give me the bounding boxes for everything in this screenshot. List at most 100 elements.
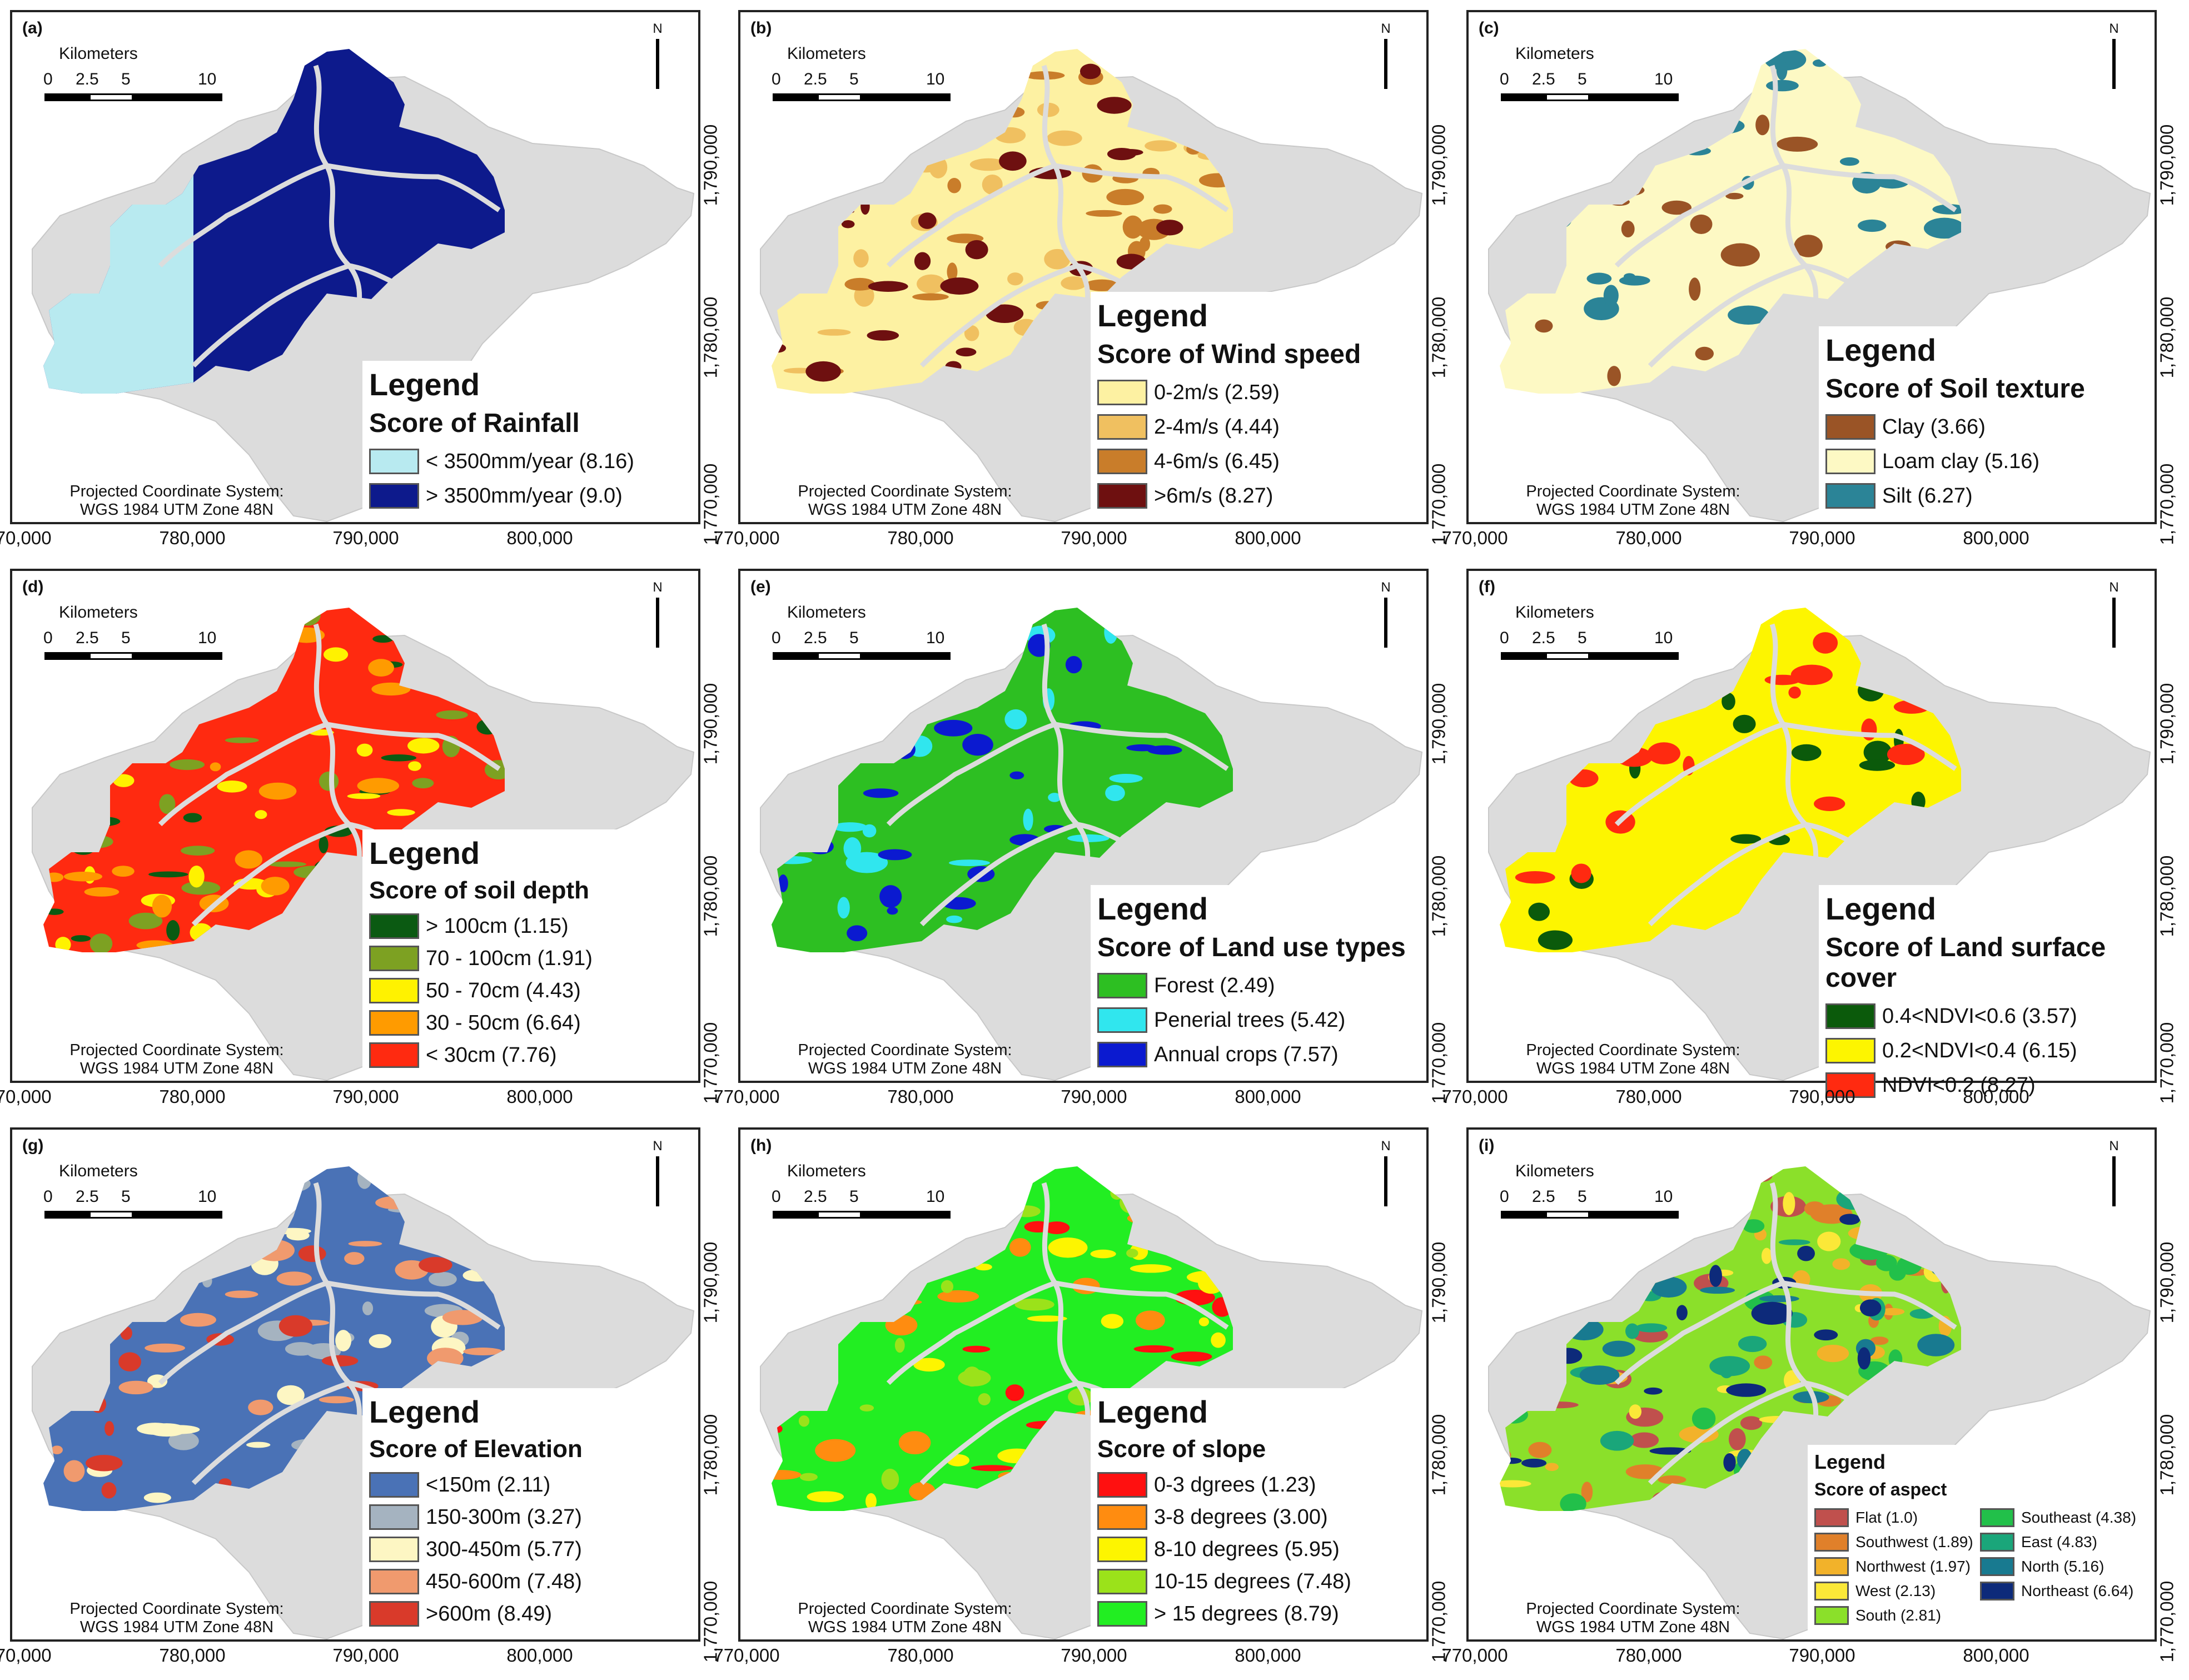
class-patch xyxy=(1790,664,1833,685)
river-channel xyxy=(1077,822,1217,855)
class-patch xyxy=(1105,784,1125,802)
river-channel xyxy=(1648,1380,1807,1485)
class-patch xyxy=(1109,773,1143,783)
scale-bar-segment xyxy=(862,1211,951,1219)
map-frame xyxy=(738,1127,1429,1642)
scale-bar-segment xyxy=(817,1211,862,1219)
x-axis-tick: 780,000 xyxy=(1615,1645,1682,1666)
panel-letter: (h) xyxy=(750,1136,772,1155)
scale-bar-number: 2.5 xyxy=(76,629,99,647)
legend-item-label: 0.2<NDVI<0.4 (6.15) xyxy=(1882,1038,2077,1062)
class-patch xyxy=(1690,214,1713,234)
legend-item: < 3500mm/year (8.16) xyxy=(369,444,689,479)
legend-item: 150-300m (3.27) xyxy=(369,1501,689,1533)
legend-item: Forest (2.49) xyxy=(1097,968,1417,1003)
legend-item: 0.2<NDVI<0.4 (6.15) xyxy=(1825,1033,2146,1068)
class-patch xyxy=(84,887,120,897)
legend-item: Northeast (6.64) xyxy=(1980,1579,2146,1603)
class-patch xyxy=(71,935,91,942)
class-patch xyxy=(1027,1315,1067,1322)
legend: Legend Score of Wind speed 0-2m/s (2.59) 2-… xyxy=(1091,292,1424,521)
class-patch xyxy=(1879,1308,1905,1316)
y-axis-tick: 1,780,000 xyxy=(2156,855,2177,937)
panel-letter: (f) xyxy=(1479,578,1495,596)
projection-line: WGS 1984 UTM Zone 48N xyxy=(79,1618,274,1637)
river-channel xyxy=(349,263,489,296)
legend-item-label: East (4.83) xyxy=(2021,1533,2097,1550)
legend-item-label: Southeast (4.38) xyxy=(2021,1509,2137,1526)
legend-swatch xyxy=(1814,1508,1849,1527)
x-axis-tick: 780,000 xyxy=(887,528,954,548)
legend-item-label: Northwest (1.97) xyxy=(1855,1558,1971,1575)
class-patch xyxy=(1528,902,1550,921)
class-patch xyxy=(1147,745,1182,755)
legend-swatch xyxy=(1825,1072,1875,1098)
legend-item: 8-10 degrees (5.95) xyxy=(1097,1533,1417,1565)
class-patch xyxy=(246,1442,271,1448)
legend-item-label: West (2.13) xyxy=(1855,1582,1936,1599)
map-panel: (d) Kilometers 0 2.5 5 10 N Projected Coordinat… xyxy=(0,559,720,1107)
class-patch xyxy=(918,212,937,229)
class-patch xyxy=(832,822,867,832)
class-patch xyxy=(1742,1219,1765,1233)
class-patch xyxy=(867,330,899,341)
class-patch xyxy=(1792,744,1822,761)
legend-title: Score of Land surface cover xyxy=(1825,933,2106,993)
class-patch xyxy=(63,1460,85,1482)
scale-bar-number: 10 xyxy=(198,70,217,88)
north-label: N xyxy=(1381,21,1391,36)
class-patch xyxy=(1065,655,1082,674)
class-patch xyxy=(1602,1340,1635,1357)
scale-bar-title: Kilometers xyxy=(59,603,138,622)
legend-heading: Legend xyxy=(1097,1394,1208,1429)
class-patch xyxy=(118,1352,142,1371)
class-patch xyxy=(1755,115,1770,136)
scale-bar-segment xyxy=(773,652,817,660)
class-patch xyxy=(1629,1432,1659,1448)
legend-item-label: 450-600m (7.48) xyxy=(426,1569,582,1593)
class-patch xyxy=(798,1415,810,1427)
scale-bar-number: 10 xyxy=(926,1187,945,1206)
class-patch xyxy=(1728,1428,1746,1450)
legend-items: Flat (1.0) Southwest (1.89) Northwest (1.9… xyxy=(1814,1505,2146,1628)
river-channel xyxy=(1054,163,1229,212)
legend-swatch xyxy=(1825,1003,1875,1029)
legend-item-label: 150-300m (3.27) xyxy=(426,1505,582,1529)
legend-swatch xyxy=(1097,1601,1147,1627)
x-axis-tick: 770,000 xyxy=(1441,528,1508,548)
projection-note: Projected Coordinate System: WGS 1984 UTM… xyxy=(60,483,293,520)
legend-items: 0.4<NDVI<0.6 (3.57) 0.2<NDVI<0.4 (6.15) ND… xyxy=(1825,999,2146,1102)
x-axis-tick: 800,000 xyxy=(506,528,573,548)
y-axis-tick: 1,780,000 xyxy=(700,855,721,937)
class-patch xyxy=(1725,192,1744,200)
class-patch xyxy=(1521,1458,1547,1468)
north-arrow-icon: N xyxy=(646,580,669,648)
class-patch xyxy=(917,274,946,294)
scale-bar-segment xyxy=(89,1211,133,1219)
legend-item: South (2.81) xyxy=(1814,1603,1980,1628)
class-patch xyxy=(843,837,862,860)
y-axis-tick: 1,790,000 xyxy=(2156,124,2177,206)
north-label: N xyxy=(2109,21,2119,36)
class-patch xyxy=(1917,1334,1955,1356)
study-area xyxy=(772,1166,1233,1511)
class-patch xyxy=(1923,217,1961,239)
legend-item-label: NDVI<0.2 (8.27) xyxy=(1882,1073,2036,1097)
x-axis-tick: 770,000 xyxy=(1441,1086,1508,1107)
river-channel xyxy=(1769,623,1819,904)
legend-item: Silt (6.27) xyxy=(1825,479,2146,513)
class-patch xyxy=(1009,771,1024,779)
projection-line: WGS 1984 UTM Zone 48N xyxy=(808,501,1002,519)
projection-line: Projected Coordinate System: xyxy=(69,1041,284,1059)
class-patch xyxy=(442,1310,483,1325)
class-patch xyxy=(356,743,373,757)
legend-item: > 100cm (1.15) xyxy=(369,910,689,942)
legend-item: 50 - 70cm (4.43) xyxy=(369,975,689,1007)
projection-line: Projected Coordinate System: xyxy=(69,1600,284,1618)
class-patch xyxy=(986,304,1024,324)
scale-bar-number: 0 xyxy=(772,70,781,88)
scale-bar-title: Kilometers xyxy=(1515,1162,1594,1180)
class-patch xyxy=(1797,1245,1815,1261)
projection-line: Projected Coordinate System: xyxy=(1526,1600,1740,1618)
north-label: N xyxy=(653,1139,663,1154)
